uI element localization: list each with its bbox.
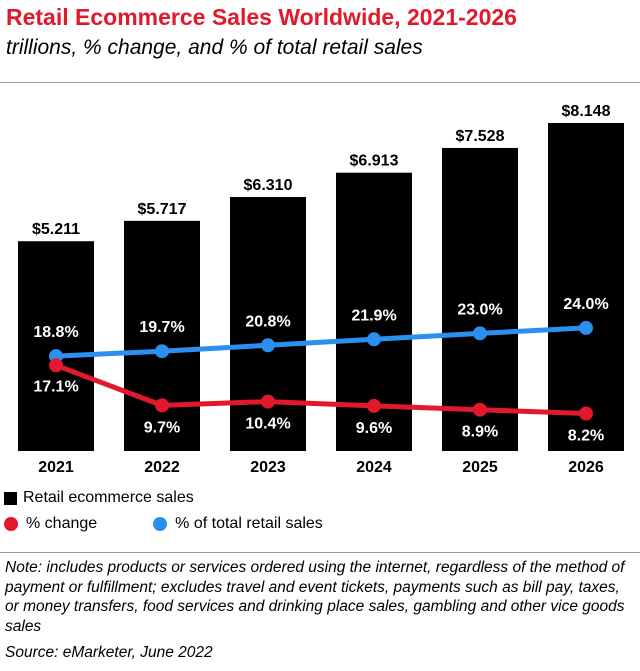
bar-value-label-2026: $8.148 <box>562 103 611 120</box>
share-point-2024 <box>367 332 381 347</box>
bar-2023 <box>230 196 306 451</box>
x-tick-label-2025: 2025 <box>462 459 498 476</box>
share-point-2023 <box>261 338 275 353</box>
change-line <box>53 362 589 416</box>
change-label-2022: 9.7% <box>144 419 180 436</box>
bar-value-label-2023: $6.310 <box>244 177 293 194</box>
x-tick-label-2026: 2026 <box>568 459 604 476</box>
legend-row-2: % change % of total retail sales <box>4 512 341 536</box>
footnote: Note: includes products or services orde… <box>5 559 625 635</box>
share-point-2022 <box>155 344 169 359</box>
legend-bars-label: Retail ecommerce sales <box>23 489 194 506</box>
share-label-2023: 20.8% <box>245 313 290 330</box>
legend-bar-swatch <box>4 491 17 505</box>
chart-subtitle: trillions, % change, and % of total reta… <box>6 36 423 59</box>
share-label-2022: 19.7% <box>139 319 184 336</box>
change-label-2026: 8.2% <box>568 428 604 445</box>
share-point-2026 <box>579 320 593 335</box>
x-tick-label-2022: 2022 <box>144 459 180 476</box>
bar-2022 <box>124 220 200 451</box>
legend-share-swatch <box>153 517 168 531</box>
change-label-2021: 17.1% <box>33 378 78 395</box>
ecommerce-chart: $5.211 $5.717 $6.310 $6.913 $7.528 $8.148 2021… <box>18 103 624 476</box>
change-point-2024 <box>367 398 381 413</box>
chart-header: Retail Ecommerce Sales Worldwide, 2021-2… <box>4 2 636 84</box>
x-tick-label-2023: 2023 <box>250 459 286 476</box>
share-label-2026: 24.0% <box>563 296 608 313</box>
legend-row-1: Retail ecommerce sales <box>4 486 212 510</box>
chart-legend: Retail ecommerce sales % change % of tot… <box>4 486 636 546</box>
legend-item-change: % change <box>4 515 97 533</box>
bar-value-label-2021: $5.211 <box>32 221 80 238</box>
bar-2021 <box>18 241 94 451</box>
change-label-2024: 9.6% <box>356 420 392 437</box>
x-tick-label-2024: 2024 <box>356 459 392 476</box>
chart-title: Retail Ecommerce Sales Worldwide, 2021-2… <box>6 4 517 30</box>
change-point-2025 <box>473 402 487 417</box>
legend-item-share: % of total retail sales <box>153 515 323 533</box>
change-label-2025: 8.9% <box>462 424 498 441</box>
share-label-2024: 21.9% <box>351 307 396 324</box>
share-point-2025 <box>473 326 487 341</box>
change-point-2021 <box>49 358 63 373</box>
bottom-divider <box>0 552 640 553</box>
legend-item-bars: Retail ecommerce sales <box>4 489 194 507</box>
change-point-2026 <box>579 406 593 421</box>
legend-change-swatch <box>4 517 18 531</box>
bar-2026 <box>548 123 624 451</box>
share-label-2025: 23.0% <box>457 301 502 318</box>
bar-value-label-2024: $6.913 <box>350 153 399 170</box>
bar-value-label-2022: $5.717 <box>138 201 187 218</box>
change-label-2023: 10.4% <box>245 416 290 433</box>
change-point-2022 <box>155 398 169 413</box>
share-line <box>53 325 589 359</box>
top-divider <box>0 82 640 83</box>
change-point-2023 <box>261 394 275 409</box>
legend-change-label: % change <box>26 515 98 532</box>
legend-share-label: % of total retail sales <box>175 515 323 532</box>
bar-value-label-2025: $7.528 <box>456 128 505 145</box>
bar-2025 <box>442 147 518 452</box>
x-tick-label-2021: 2021 <box>38 459 74 476</box>
source-note: Source: eMarketer, June 2022 <box>5 644 213 661</box>
share-label-2021: 18.8% <box>33 324 78 341</box>
